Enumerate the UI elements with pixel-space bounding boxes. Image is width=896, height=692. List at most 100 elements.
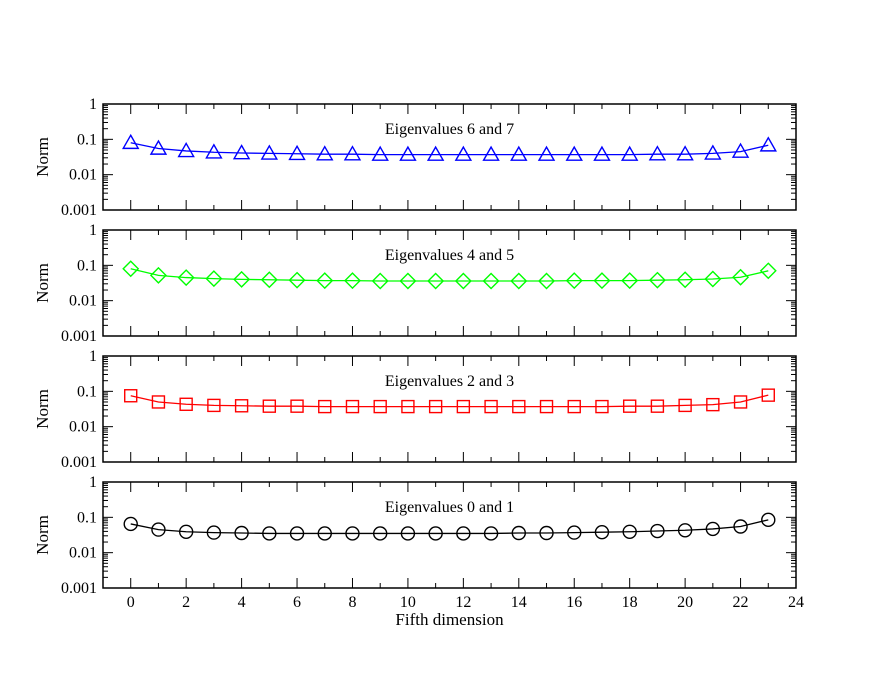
panel-title: Eigenvalues 0 and 1 [385,499,514,516]
y-axis-label: Norm [33,515,52,555]
data-point [733,395,748,409]
data-point [650,523,665,539]
data-point [678,398,692,413]
data-point [593,145,611,161]
data-point [482,145,500,161]
data-point [510,145,528,161]
data-point [205,270,223,288]
panel-3: 0.001 0.01 0.1 1 Norm Eigenvalues 0 and 1 [33,474,797,597]
y-tick-label: 0.1 [77,257,97,274]
data-point [234,399,249,413]
data-point [567,525,582,540]
panel-frame [102,103,797,211]
data-point [400,526,416,541]
series-line [130,142,769,156]
data-point [343,272,361,290]
data-point [510,272,528,290]
data-point [232,144,251,160]
data-point [428,399,443,414]
y-tick-label: 0.001 [61,580,97,597]
data-point [456,526,471,541]
data-point [234,525,249,541]
data-point [399,145,417,161]
data-point [620,145,639,161]
x-tick-label: 10 [400,594,416,611]
y-axis-label: Norm [33,137,52,177]
data-point [733,519,748,534]
data-point [761,512,776,528]
data-point [317,526,332,541]
y-tick-label: 0.1 [77,131,97,148]
data-point [345,399,360,414]
data-point [483,526,499,541]
x-tick-label: 12 [455,594,471,611]
x-tick-label: 8 [348,594,356,611]
data-point [124,389,138,403]
data-point [539,399,554,414]
data-point [593,272,611,290]
data-point [484,399,498,414]
data-point [454,145,473,161]
data-point [595,399,609,414]
data-point [371,272,389,290]
data-point [177,142,195,158]
data-point [426,145,445,161]
x-tick-label: 6 [293,594,301,611]
data-point [373,526,388,541]
data-point [705,521,721,537]
x-tick-label: 2 [182,594,190,611]
data-point [706,397,720,412]
data-point [731,142,750,158]
x-tick-label: 16 [566,594,582,611]
data-point [178,524,194,539]
data-point [260,144,279,160]
data-point [399,272,417,290]
data-point [538,272,556,290]
data-point [262,399,277,413]
chart-panels: 0.001 0.01 0.1 1 Norm Eigenvalues 6 and 7 0.00… [33,96,804,611]
data-point [482,272,500,290]
data-point [428,526,443,541]
x-tick-label: 22 [733,594,749,611]
data-point [260,271,278,289]
y-tick-label: 1 [89,222,97,239]
data-point [759,262,777,280]
data-point [316,272,334,290]
data-point [205,143,223,159]
data-point [704,144,722,160]
data-point [677,523,693,538]
data-point [427,272,445,290]
data-point [151,522,166,537]
x-axis-label: Fifth dimension [395,610,504,629]
panel-frame [102,355,797,463]
y-tick-label: 0.1 [77,383,97,400]
data-point [290,399,304,413]
y-tick-label: 0.001 [61,202,97,219]
data-point [650,399,665,413]
data-point [373,399,387,414]
series-line [130,519,769,535]
panel-0: 0.001 0.01 0.1 1 Norm Eigenvalues 6 and 7 [33,96,797,219]
data-point [288,144,306,161]
data-point [539,525,554,541]
y-tick-label: 0.1 [77,509,97,526]
data-point [565,272,583,290]
data-point [621,272,639,290]
data-point [401,399,415,414]
y-tick-label: 1 [89,348,97,365]
data-point [123,516,138,532]
data-point [759,136,777,152]
data-point [207,398,221,413]
panel-title: Eigenvalues 6 and 7 [385,121,514,138]
data-point [179,397,193,411]
data-point [732,268,750,286]
data-point [289,526,305,541]
series-line [130,268,769,282]
data-point [676,271,694,289]
data-point [371,145,389,161]
y-tick-label: 0.01 [69,419,97,436]
y-axis-label: Norm [33,389,52,429]
y-tick-label: 1 [89,474,97,491]
x-tick-label: 4 [238,594,246,611]
panel-2: 0.001 0.01 0.1 1 Norm Eigenvalues 2 and 3 [33,348,797,471]
